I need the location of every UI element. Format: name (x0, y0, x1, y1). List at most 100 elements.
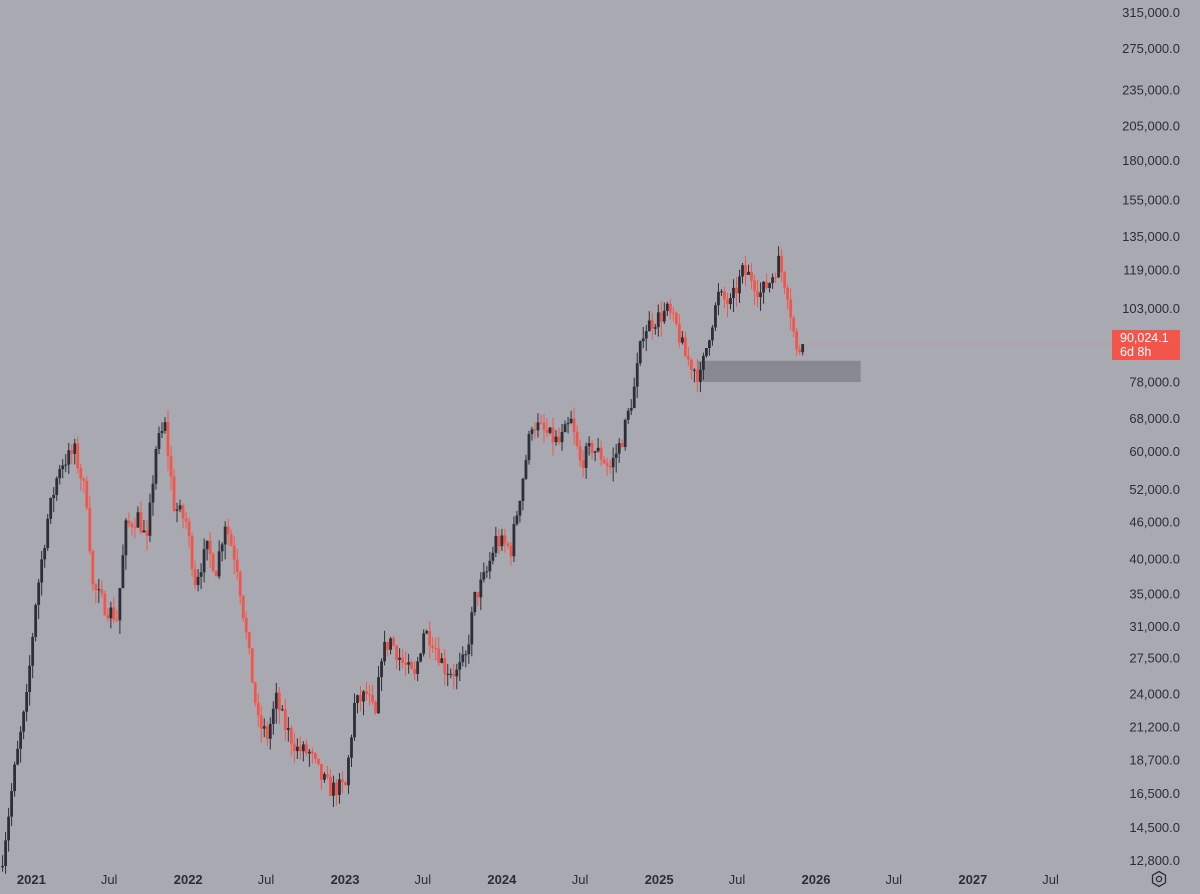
candle-body (683, 337, 687, 357)
candle-body (31, 636, 35, 666)
x-tick-label: 2026 (802, 872, 831, 887)
candle-body (461, 654, 465, 663)
candle-body (638, 341, 642, 364)
x-tick-label: 2022 (174, 872, 203, 887)
y-tick-label: 235,000.0 (1122, 82, 1180, 97)
candle-body (139, 512, 143, 533)
candle-body (780, 255, 784, 273)
candle-body (356, 695, 359, 704)
candle-body (407, 662, 411, 665)
candle-body (671, 312, 675, 314)
last-price-badge: 90,024.1 6d 8h (1112, 330, 1180, 360)
candle-body (659, 312, 663, 322)
candle-body (371, 695, 374, 703)
y-tick-label: 315,000.0 (1122, 5, 1180, 20)
candle-body (494, 535, 498, 553)
candle-body (452, 673, 456, 677)
candle-body (611, 457, 615, 468)
candle-body (317, 758, 320, 764)
candle-body (641, 338, 645, 342)
candle-body (151, 483, 155, 503)
candle-body (220, 544, 224, 552)
candle-body (789, 299, 793, 318)
candle-body (187, 521, 191, 537)
candle-body (623, 419, 627, 447)
candle-body (19, 731, 23, 749)
candle-body (359, 695, 362, 702)
x-tick-label: Jul (258, 872, 275, 887)
candle-body (344, 782, 347, 786)
candle-body (380, 661, 383, 678)
candle-body (521, 478, 525, 502)
candle-body (524, 460, 528, 479)
candle-body (729, 298, 732, 305)
candle-body (16, 748, 20, 765)
candle-body (70, 450, 74, 454)
y-tick-label: 52,000.0 (1129, 482, 1180, 497)
candle-body (738, 276, 741, 294)
y-tick-label: 14,500.0 (1129, 820, 1180, 835)
candle-body (313, 753, 317, 759)
candle-body (229, 534, 233, 546)
y-tick-label: 205,000.0 (1122, 119, 1180, 134)
candle-body (238, 572, 242, 596)
y-tick-label: 180,000.0 (1122, 153, 1180, 168)
candle-body (479, 579, 483, 598)
candle-body (419, 653, 423, 662)
settings-button[interactable] (1149, 869, 1169, 889)
candle-body (259, 715, 263, 729)
candle-body (79, 468, 83, 479)
candle-body (548, 427, 552, 433)
candle-body (668, 303, 672, 313)
candle-body (629, 408, 633, 411)
candle-body (22, 711, 26, 732)
x-tick-label: 2025 (645, 872, 674, 887)
x-tick-label: Jul (885, 872, 902, 887)
candle-body (329, 776, 332, 796)
candle-body (208, 540, 212, 554)
candle-body (383, 641, 386, 662)
candle-body (662, 310, 666, 322)
candle-body (605, 463, 609, 467)
x-tick-label: Jul (1042, 872, 1059, 887)
candle-body (82, 478, 86, 481)
candle-body (581, 460, 585, 468)
candle-body (464, 654, 468, 656)
candle-body (169, 456, 173, 477)
candle-body (744, 265, 747, 275)
candle-body (786, 287, 790, 300)
candle-body (320, 763, 323, 780)
candle-body (699, 369, 702, 382)
candle-body (43, 548, 47, 560)
candle-body (473, 592, 477, 613)
y-tick-label: 21,200.0 (1129, 720, 1180, 735)
x-tick-label: Jul (572, 872, 589, 887)
candle-body (620, 443, 624, 447)
candle-body (154, 448, 158, 484)
x-tick-label: Jul (729, 872, 746, 887)
candle-body (515, 515, 519, 525)
candle-body (386, 641, 389, 650)
candle-body (193, 569, 197, 586)
candle-body (199, 572, 203, 577)
candle-body (136, 512, 140, 528)
candle-body (362, 691, 365, 702)
candle-body (1, 865, 4, 868)
candle-body (614, 453, 618, 458)
candle-body (295, 746, 299, 752)
candle-body (217, 551, 221, 577)
candle-body (449, 673, 453, 675)
candle-body (443, 658, 447, 675)
candle-body (202, 549, 206, 573)
time-axis[interactable]: 2021 Jul 2022 Jul 2023 Jul 2024 Jul 2025 Jul 2026 J… (17, 872, 1059, 887)
candle-body (644, 331, 648, 339)
candle-body (512, 524, 516, 557)
price-axis[interactable]: 315,000.0 275,000.0 235,000.0 205,000.0 180,… (1122, 5, 1180, 868)
candle-body (650, 320, 654, 329)
candle-body (247, 632, 251, 649)
candle-body (283, 709, 287, 730)
candle-body (145, 530, 149, 536)
x-tick-label: 2024 (487, 872, 517, 887)
